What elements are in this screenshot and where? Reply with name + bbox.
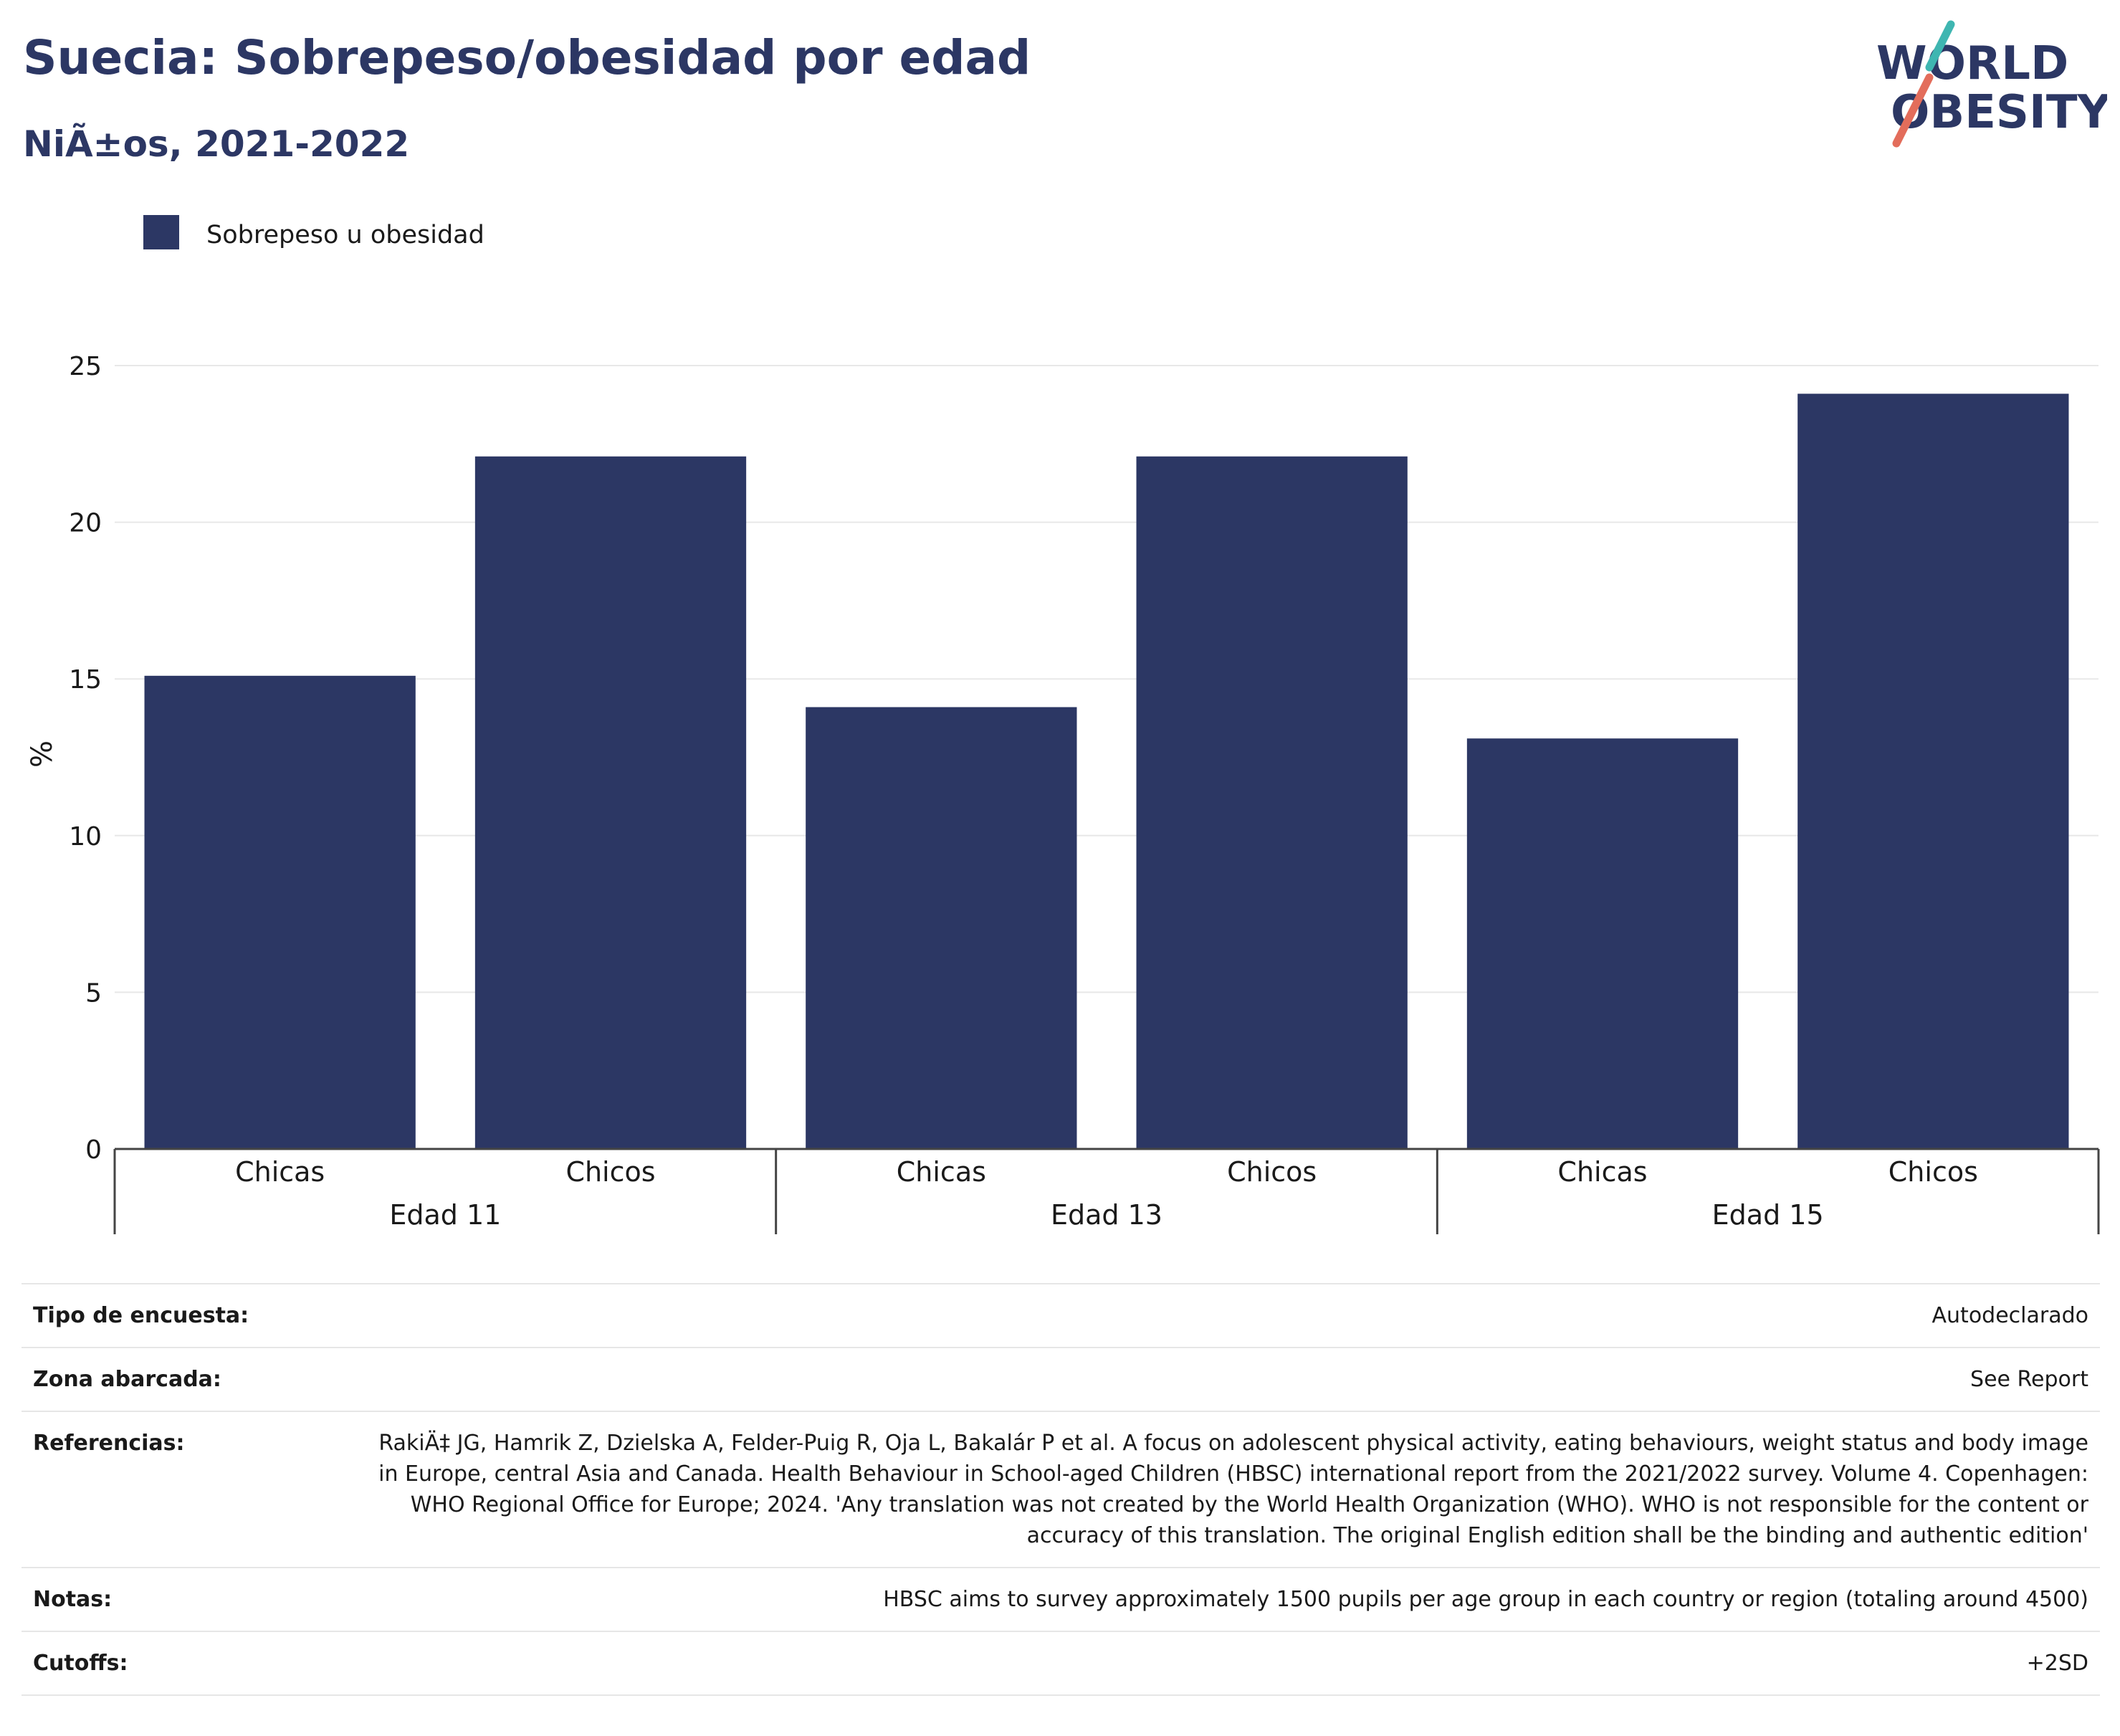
chart-subtitle: NiÃ±os, 2021-2022: [23, 123, 410, 165]
info-value: RakiÄ‡ JG, Hamrik Z, Dzielska A, Felder-…: [345, 1411, 2100, 1568]
info-label: Notas:: [22, 1567, 345, 1632]
x-tick-label: Chicos: [1227, 1156, 1317, 1188]
bar: [474, 456, 747, 1149]
logo-text-obesity: OBESITY: [1891, 86, 2107, 139]
gridlines: [115, 365, 2098, 993]
x-axis-groups: Edad 11 Edad 13 Edad 15: [113, 1149, 2100, 1234]
y-axis-label: %: [26, 740, 59, 768]
bar-chart: Sobrepeso u obesidad % 0 5 10 15 20 25 Chicas…: [26, 215, 2100, 1234]
info-label: Zona abarcada:: [22, 1347, 345, 1412]
legend-swatch: [143, 215, 179, 249]
x-tick-label: Chicos: [1889, 1156, 1978, 1188]
y-tick-label: 25: [69, 352, 102, 381]
world-obesity-logo: WORLD OBESITY: [1876, 20, 2107, 148]
y-axis-ticks: 0 5 10 15 20 25: [69, 352, 102, 1165]
info-row-area: Zona abarcada: See Report: [22, 1347, 2100, 1412]
logo-slash-teal: [1925, 20, 1955, 72]
bar: [1797, 394, 2069, 1149]
x-tick-label: Chicas: [897, 1156, 986, 1188]
info-value: HBSC aims to survey approximately 1500 p…: [345, 1567, 2100, 1632]
bar: [806, 707, 1077, 1149]
info-row-cutoffs: Cutoffs: +2SD: [22, 1631, 2100, 1696]
bars: [144, 394, 2069, 1149]
y-tick-label: 0: [85, 1135, 102, 1165]
bar: [1136, 456, 1408, 1149]
x-tick-label: Chicos: [565, 1156, 655, 1188]
bar: [144, 675, 416, 1149]
info-label: Tipo de encuesta:: [22, 1283, 345, 1348]
x-group-label: Edad 15: [1712, 1199, 1824, 1231]
x-group-label: Edad 13: [1051, 1199, 1162, 1231]
x-tick-label: Chicas: [1557, 1156, 1647, 1188]
logo-slash-coral: [1892, 73, 1934, 148]
info-value: +2SD: [345, 1631, 2100, 1696]
info-row-notes: Notas: HBSC aims to survey approximately…: [22, 1567, 2100, 1632]
info-table: Tipo de encuesta: Autodeclarado Zona aba…: [22, 1283, 2100, 1696]
info-value: See Report: [345, 1347, 2100, 1412]
x-axis-labels: Chicas Chicos Chicas Chicos Chicas Chicos: [235, 1156, 1978, 1188]
info-label: Referencias:: [22, 1411, 345, 1568]
info-label: Cutoffs:: [22, 1631, 345, 1696]
info-row-references: Referencias: RakiÄ‡ JG, Hamrik Z, Dziels…: [22, 1411, 2100, 1568]
chart-title: Suecia: Sobrepeso/obesidad por edad: [23, 30, 1031, 85]
y-tick-label: 15: [69, 665, 102, 695]
y-tick-label: 10: [69, 822, 102, 852]
y-tick-label: 20: [69, 509, 102, 538]
info-row-survey-type: Tipo de encuesta: Autodeclarado: [22, 1283, 2100, 1348]
x-tick-label: Chicas: [235, 1156, 325, 1188]
info-value: Autodeclarado: [345, 1283, 2100, 1348]
y-tick-label: 5: [85, 978, 102, 1008]
bar: [1466, 738, 1739, 1149]
x-group-label: Edad 11: [389, 1199, 501, 1231]
legend-label: Sobrepeso u obesidad: [206, 221, 484, 249]
logo-text-world: WORLD: [1876, 37, 2068, 90]
